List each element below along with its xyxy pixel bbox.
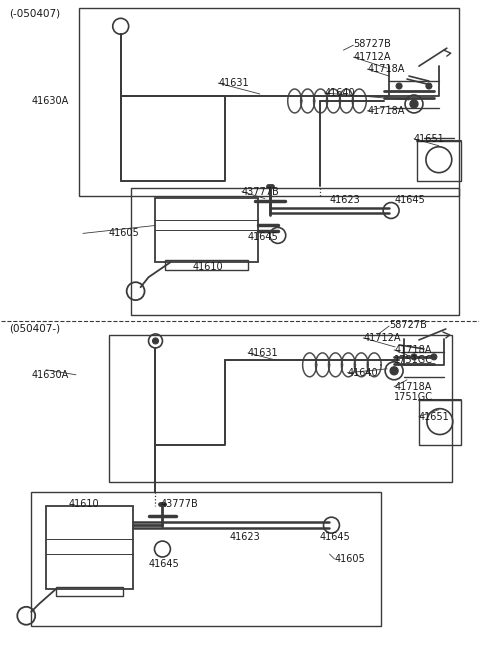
Text: 43777B: 43777B [242, 187, 280, 196]
Circle shape [410, 100, 418, 108]
Text: 58727B: 58727B [389, 320, 427, 330]
Text: 1751GC: 1751GC [394, 392, 433, 402]
Text: 41610: 41610 [69, 499, 100, 509]
Text: 41712A: 41712A [353, 52, 391, 62]
Text: 43777B: 43777B [160, 499, 198, 509]
Text: 41623: 41623 [230, 532, 261, 542]
Bar [156, 198, 258, 262]
Text: 41623: 41623 [329, 195, 360, 204]
Text: 58727B: 58727B [353, 39, 391, 49]
Bar [419, 400, 461, 445]
Text: 41610: 41610 [192, 262, 223, 272]
Text: 41640: 41640 [324, 88, 355, 98]
Bar [417, 141, 461, 181]
Circle shape [396, 83, 402, 89]
Bar [56, 587, 123, 596]
Bar [131, 187, 459, 315]
Text: 41712A: 41712A [363, 333, 401, 343]
Text: 41645: 41645 [394, 195, 425, 204]
Text: 41640: 41640 [348, 368, 378, 378]
Text: 41718A: 41718A [367, 106, 405, 116]
Text: 41651: 41651 [419, 411, 450, 422]
Text: 41645: 41645 [148, 559, 180, 569]
Text: 41718A: 41718A [394, 345, 432, 355]
Text: 41605: 41605 [335, 554, 365, 564]
Circle shape [431, 354, 437, 360]
Bar [109, 335, 452, 482]
Text: (-050407): (-050407) [9, 9, 60, 18]
Text: 41605: 41605 [109, 229, 140, 238]
Text: 41631: 41631 [218, 78, 249, 88]
Circle shape [153, 338, 158, 344]
Text: (050407-): (050407-) [9, 324, 60, 334]
Text: 41645: 41645 [248, 233, 279, 242]
Bar [31, 493, 381, 626]
Text: 41718A: 41718A [394, 382, 432, 392]
Bar [79, 9, 459, 196]
Text: 41631: 41631 [248, 348, 278, 358]
Text: 41645: 41645 [320, 532, 350, 542]
Circle shape [426, 83, 432, 89]
Text: 1751GC: 1751GC [394, 355, 433, 365]
Circle shape [411, 354, 417, 360]
Bar [166, 260, 248, 271]
Bar [46, 506, 132, 589]
Text: 41630A: 41630A [31, 370, 69, 380]
Text: 41718A: 41718A [367, 64, 405, 74]
Circle shape [390, 367, 398, 375]
Text: 41630A: 41630A [31, 96, 69, 106]
Text: 41651: 41651 [414, 134, 445, 144]
